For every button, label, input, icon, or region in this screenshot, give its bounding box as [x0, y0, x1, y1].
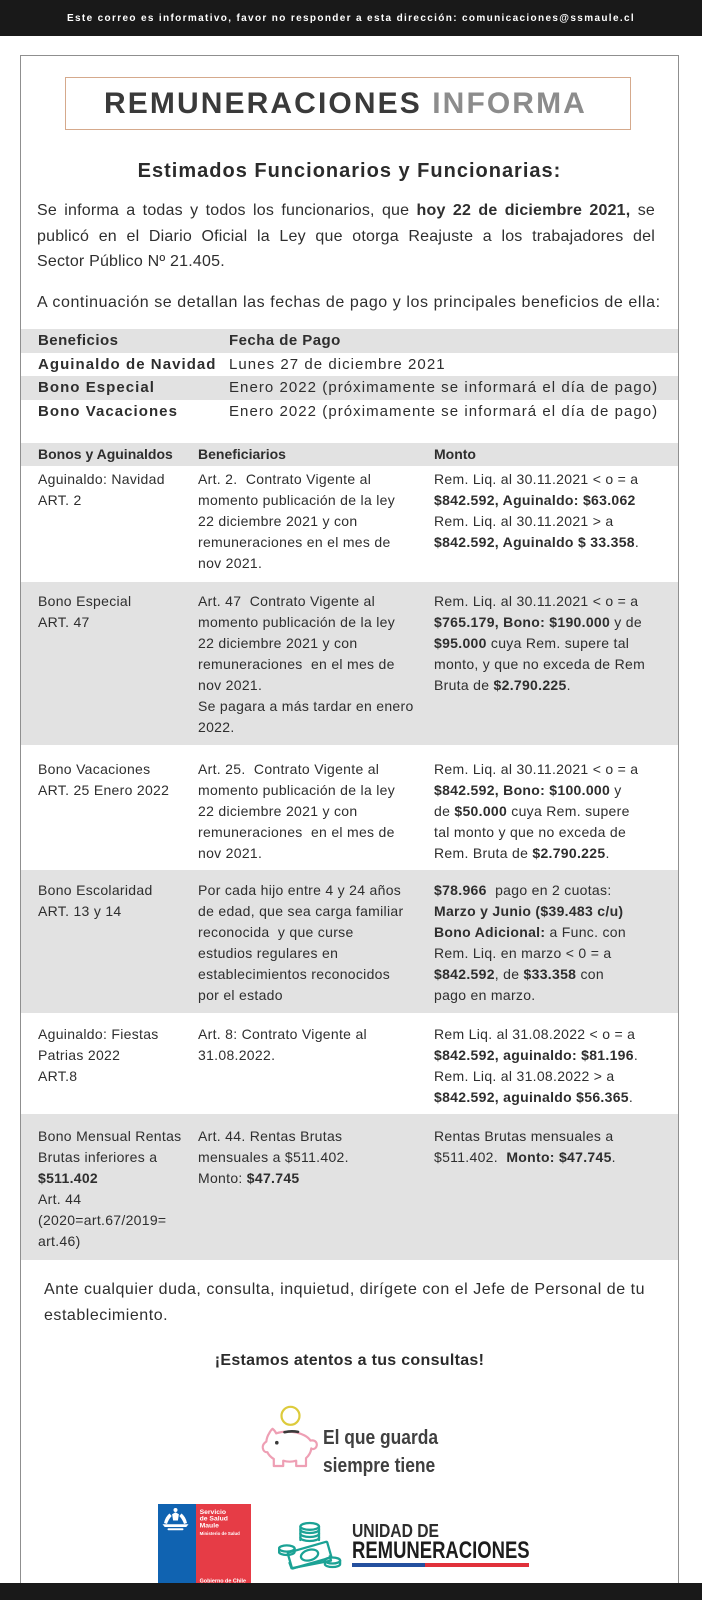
- svg-text:Gobierno de Chile: Gobierno de Chile: [200, 1578, 246, 1583]
- svg-text:Ministerio de Salud: Ministerio de Salud: [200, 1531, 241, 1536]
- svg-text:de Salud: de Salud: [200, 1516, 228, 1523]
- svg-text:Servicio: Servicio: [200, 1509, 226, 1516]
- svg-text:Maule: Maule: [200, 1522, 219, 1529]
